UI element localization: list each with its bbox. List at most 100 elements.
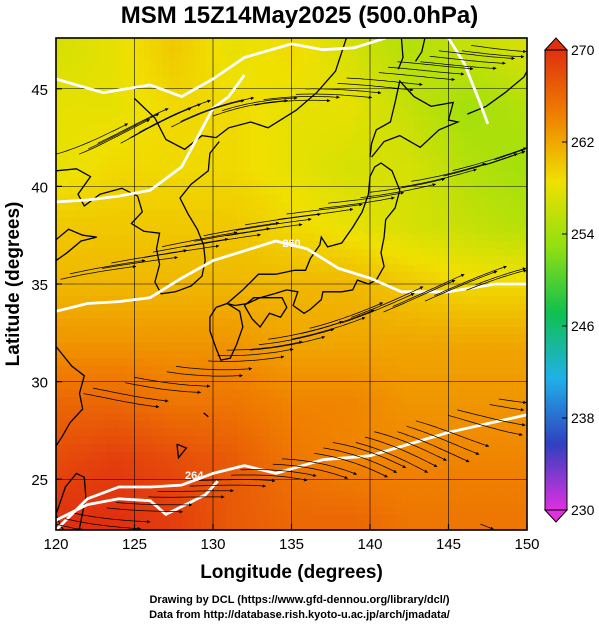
streamline bbox=[457, 409, 526, 427]
coastline-path bbox=[369, 79, 461, 158]
coastline-path bbox=[176, 443, 188, 460]
coastline-path bbox=[56, 472, 87, 530]
streamline bbox=[120, 107, 192, 144]
y-tick-label: 30 bbox=[31, 375, 48, 392]
coastline-path bbox=[226, 162, 401, 315]
y-tick-label: 40 bbox=[31, 179, 48, 196]
streamline bbox=[461, 50, 525, 59]
coastline-path bbox=[56, 228, 97, 262]
contour-line bbox=[56, 38, 387, 98]
streamline bbox=[69, 259, 146, 275]
streamline bbox=[134, 376, 211, 388]
y-tick-label: 45 bbox=[31, 82, 48, 99]
streamline bbox=[480, 523, 494, 530]
colorbar-bottom-extension bbox=[543, 509, 569, 523]
streamline bbox=[226, 223, 303, 237]
streamline bbox=[314, 453, 388, 478]
streamline bbox=[65, 518, 142, 530]
streamline bbox=[318, 196, 395, 209]
streamline bbox=[189, 484, 267, 488]
streamline bbox=[56, 123, 129, 155]
streamline bbox=[249, 335, 326, 351]
grid-lines bbox=[56, 38, 527, 530]
credit-data: Data from http://database.rish.kyoto-u.a… bbox=[149, 609, 450, 621]
streamline bbox=[272, 463, 349, 479]
colorbar-tick-label: 238 bbox=[571, 410, 595, 426]
streamline bbox=[351, 286, 424, 318]
streamline bbox=[374, 431, 447, 461]
x-tick-label: 135 bbox=[279, 536, 304, 553]
streamline bbox=[185, 233, 261, 248]
streamline bbox=[475, 267, 527, 286]
streamline bbox=[484, 150, 526, 166]
credit-drawing: Drawing by DCL (https://www.gfd-dennou.o… bbox=[149, 594, 450, 606]
coastline-path bbox=[56, 346, 86, 447]
streamline bbox=[452, 147, 527, 171]
streamline bbox=[378, 72, 456, 82]
streamline bbox=[291, 316, 366, 340]
x-tick-label: 130 bbox=[200, 536, 225, 553]
streamline bbox=[494, 148, 525, 160]
streamline bbox=[180, 96, 255, 122]
streamline bbox=[406, 425, 480, 455]
streamline bbox=[217, 348, 294, 357]
coastline-path bbox=[209, 302, 244, 361]
streamline bbox=[212, 99, 288, 117]
streamline bbox=[171, 99, 245, 128]
colorbar-tick-label: 246 bbox=[571, 318, 595, 334]
chart-title: MSM 15Z14May2025 (500.0hPa) bbox=[120, 2, 479, 29]
streamline bbox=[401, 168, 477, 188]
x-tick-label: 140 bbox=[357, 536, 382, 553]
streamline bbox=[175, 366, 253, 371]
streamline bbox=[221, 96, 298, 112]
streamline bbox=[115, 502, 193, 507]
streamline bbox=[434, 265, 507, 296]
streamline bbox=[92, 387, 169, 403]
streamline bbox=[397, 431, 470, 463]
streamline bbox=[498, 398, 527, 405]
contour-line bbox=[56, 74, 246, 204]
streamline bbox=[263, 95, 340, 101]
streamline bbox=[245, 212, 321, 226]
x-tick-label: 150 bbox=[514, 536, 539, 553]
streamline bbox=[305, 88, 382, 95]
streamline bbox=[429, 55, 506, 65]
streamline bbox=[341, 293, 415, 324]
streamline bbox=[106, 507, 183, 514]
streamline bbox=[88, 113, 160, 150]
contour-line bbox=[56, 413, 527, 530]
streamline bbox=[102, 256, 178, 269]
streamline bbox=[60, 265, 137, 280]
coastline-path bbox=[414, 38, 426, 62]
x-tick-label: 125 bbox=[122, 536, 147, 553]
contour-label: 264 bbox=[185, 470, 204, 482]
streamline bbox=[78, 119, 151, 155]
streamline bbox=[447, 414, 523, 437]
streamline bbox=[226, 340, 303, 351]
y-tick-label: 35 bbox=[31, 277, 48, 294]
streamline bbox=[332, 442, 407, 469]
streamline bbox=[208, 355, 285, 362]
streamline bbox=[295, 93, 373, 99]
streamline bbox=[286, 203, 363, 215]
streamline bbox=[438, 50, 515, 61]
streamline bbox=[383, 279, 456, 313]
streamline bbox=[360, 183, 436, 199]
streamline bbox=[337, 83, 414, 92]
streamline bbox=[74, 512, 151, 524]
colorbar-top-extension bbox=[543, 37, 569, 51]
coastline-path bbox=[134, 38, 348, 151]
contour-line bbox=[56, 239, 527, 313]
colorbar-tick-label: 270 bbox=[571, 42, 595, 58]
x-tick-label: 120 bbox=[43, 536, 68, 553]
colorbar: 230 238 246 254 262 270 bbox=[543, 37, 595, 523]
coastline-path bbox=[397, 38, 404, 70]
contour-line bbox=[447, 38, 490, 125]
streamline bbox=[397, 61, 474, 71]
colorbar-tick-label: 262 bbox=[571, 134, 595, 150]
streamline bbox=[97, 108, 169, 144]
streamline bbox=[411, 162, 487, 182]
streamline bbox=[471, 45, 527, 54]
streamline bbox=[194, 227, 271, 242]
